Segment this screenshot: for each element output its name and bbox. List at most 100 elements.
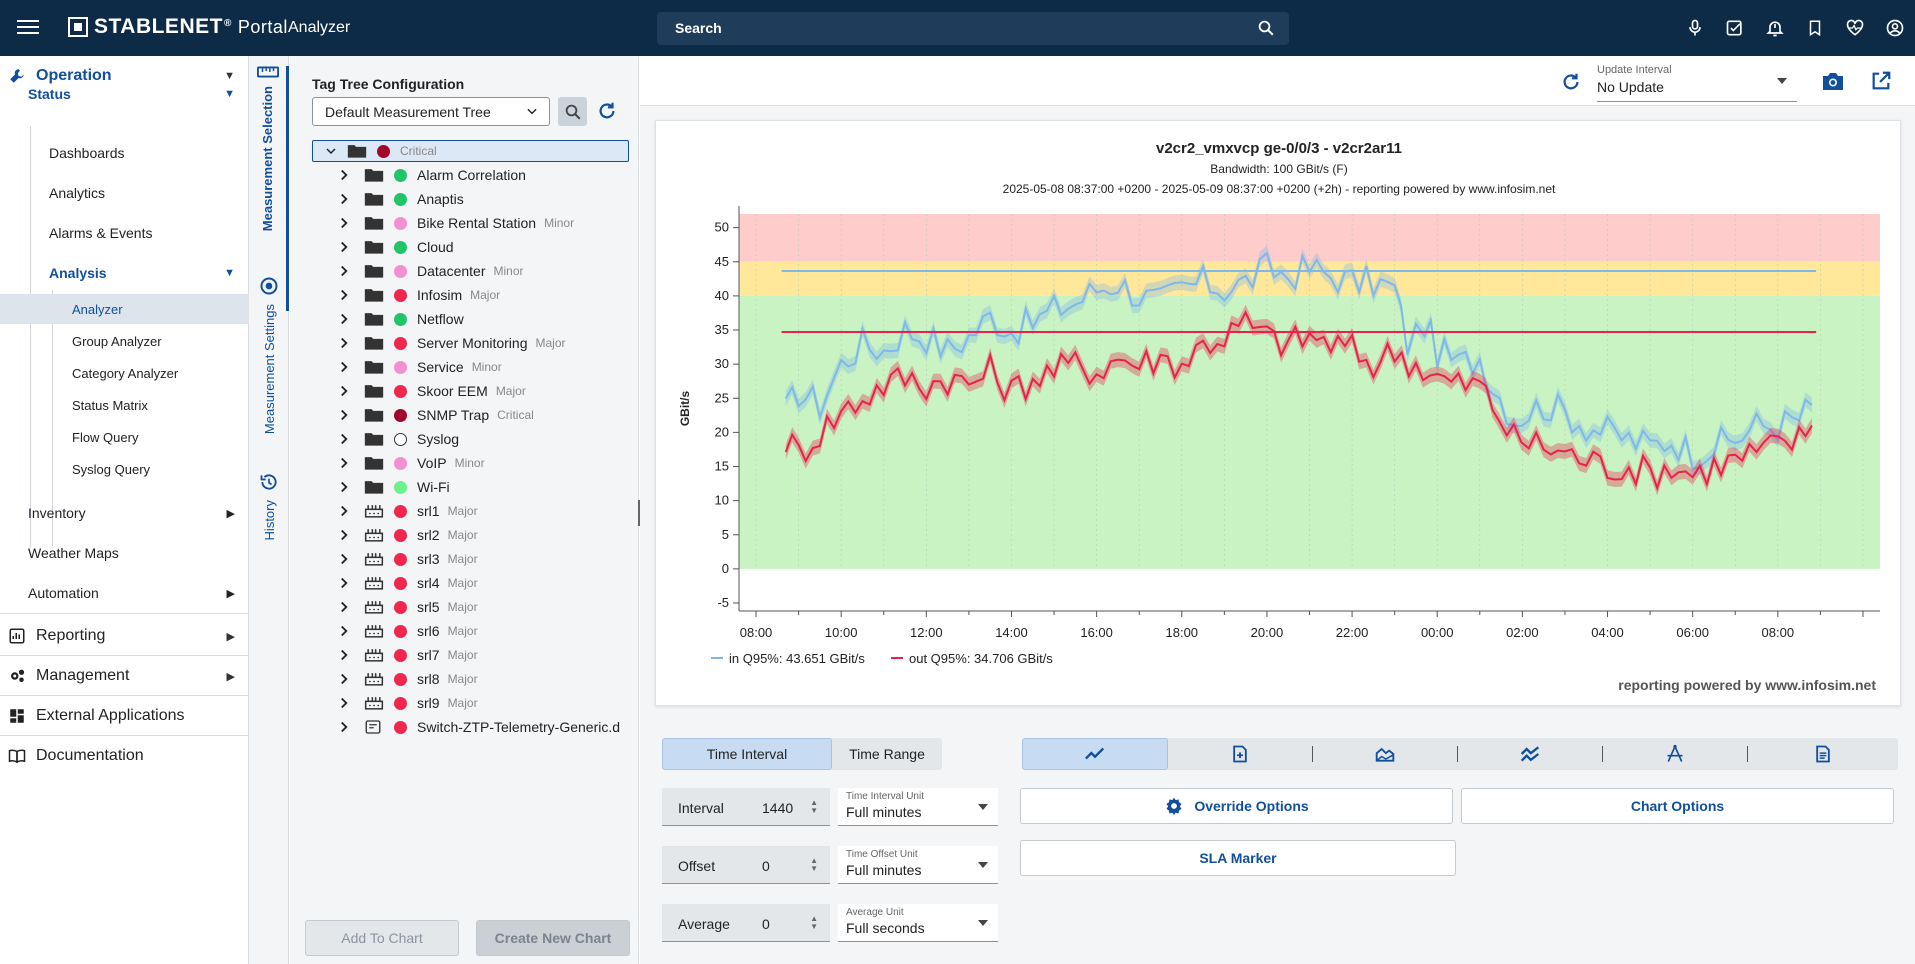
nav-flow-query[interactable]: Flow Query [72, 422, 138, 452]
open-external-icon[interactable] [1870, 70, 1892, 92]
refresh-icon[interactable] [596, 100, 618, 122]
nav-dashboards[interactable]: Dashboards [49, 138, 125, 168]
tree-node[interactable]: srl2 Major [312, 524, 632, 546]
interval-input[interactable]: 1440 ▲ ▼ [752, 788, 830, 826]
stepper-icon[interactable]: ▲ ▼ [810, 856, 818, 873]
nav-external-applications[interactable]: External Applications [0, 696, 249, 736]
caret-right-icon[interactable]: ▶ [226, 587, 235, 600]
tree-node[interactable]: srl3 Major [312, 548, 632, 570]
caret-right-icon[interactable]: ▶ [226, 670, 235, 683]
chevron-right-icon[interactable] [334, 241, 354, 253]
panel-resize-handle[interactable] [638, 500, 640, 526]
stepper-icon[interactable]: ▲ ▼ [810, 798, 818, 815]
caret-down-icon[interactable]: ▼ [224, 88, 235, 100]
chevron-right-icon[interactable] [334, 553, 354, 565]
caret-down-icon[interactable]: ▼ [224, 70, 235, 82]
checked-note-icon[interactable] [1715, 14, 1755, 42]
chevron-right-icon[interactable] [334, 625, 354, 637]
nav-group-analyzer[interactable]: Group Analyzer [72, 326, 162, 356]
alarm-bell-icon[interactable] [1755, 14, 1795, 42]
tree-node[interactable]: Datacenter Minor [312, 260, 632, 282]
nav-status-matrix[interactable]: Status Matrix [72, 390, 148, 420]
area-chart-button[interactable] [1313, 738, 1457, 770]
bandwidth-chart[interactable]: v2cr2_vmxvcp ge-0/0/3 - v2cr2ar11 Bandwid… [656, 121, 1902, 707]
line-chart-button[interactable] [1022, 738, 1168, 770]
add-chart-button[interactable] [1168, 738, 1312, 770]
create-new-chart-button[interactable]: Create New Chart [476, 920, 630, 956]
chevron-right-icon[interactable] [334, 601, 354, 613]
tree-node[interactable]: Wi-Fi [312, 476, 632, 498]
chevron-right-icon[interactable] [334, 697, 354, 709]
tab-measurement-settings[interactable]: Measurement Settings [249, 276, 289, 506]
tree-node[interactable]: srl5 Major [312, 596, 632, 618]
chevron-right-icon[interactable] [334, 505, 354, 517]
nav-syslog-query[interactable]: Syslog Query [72, 454, 150, 484]
tree-node[interactable]: srl9 Major [312, 692, 632, 714]
tree-root-node[interactable]: Critical [312, 140, 629, 162]
nav-inventory[interactable]: Inventory ▶ [28, 498, 249, 528]
chevron-right-icon[interactable] [334, 265, 354, 277]
nav-reporting[interactable]: Reporting ▶ [0, 616, 249, 656]
nav-operation[interactable]: Operation ▼ [0, 56, 249, 96]
tab-measurement-selection[interactable]: Measurement Selection [249, 66, 289, 311]
chevron-right-icon[interactable] [334, 481, 354, 493]
chevron-right-icon[interactable] [334, 457, 354, 469]
override-options-button[interactable]: Override Options [1020, 788, 1453, 824]
user-account-icon[interactable] [1875, 14, 1915, 42]
tree-node[interactable]: srl8 Major [312, 668, 632, 690]
caret-down-icon[interactable]: ▼ [224, 267, 235, 279]
offset-input[interactable]: 0 ▲ ▼ [752, 846, 830, 884]
tree-node[interactable]: VoIP Minor [312, 452, 632, 474]
time-interval-tab[interactable]: Time Interval [662, 738, 832, 770]
chevron-right-icon[interactable] [334, 649, 354, 661]
chevron-right-icon[interactable] [334, 577, 354, 589]
chevron-right-icon[interactable] [334, 433, 354, 445]
tree-node[interactable]: srl1 Major [312, 500, 632, 522]
chevron-right-icon[interactable] [334, 529, 354, 541]
tree-node[interactable]: Syslog [312, 428, 632, 450]
caret-right-icon[interactable]: ▶ [226, 507, 235, 520]
average-unit-select[interactable]: Average Unit Full seconds [838, 904, 998, 942]
multi-line-chart-button[interactable] [1458, 738, 1602, 770]
nav-automation[interactable]: Automation ▶ [28, 578, 249, 608]
update-interval-select[interactable]: Update Interval No Update [1597, 64, 1797, 102]
tree-node[interactable]: Server Monitoring Major [312, 332, 632, 354]
tree-node[interactable]: Netflow [312, 308, 632, 330]
tree-node[interactable]: Cloud [312, 236, 632, 258]
nav-analysis[interactable]: Analysis ▼ [49, 258, 249, 288]
camera-icon[interactable] [1821, 70, 1845, 92]
chevron-right-icon[interactable] [334, 313, 354, 325]
caret-right-icon[interactable]: ▶ [226, 630, 235, 643]
time-range-tab[interactable]: Time Range [832, 738, 942, 770]
tree-node[interactable]: Service Minor [312, 356, 632, 378]
tree-node[interactable]: srl4 Major [312, 572, 632, 594]
scatter-chart-button[interactable] [1603, 738, 1747, 770]
chevron-right-icon[interactable] [334, 289, 354, 301]
tree-node[interactable]: Anaptis [312, 188, 632, 210]
nav-status[interactable]: Status ▼ [28, 79, 249, 109]
nav-management[interactable]: Management ▶ [0, 656, 249, 696]
sla-marker-button[interactable]: SLA Marker [1020, 840, 1456, 876]
chevron-right-icon[interactable] [334, 673, 354, 685]
tree-node[interactable]: Infosim Major [312, 284, 632, 306]
tree-node[interactable]: srl7 Major [312, 644, 632, 666]
add-to-chart-button[interactable]: Add To Chart [305, 920, 459, 956]
chevron-right-icon[interactable] [334, 337, 354, 349]
tree-node[interactable]: Bike Rental Station Minor [312, 212, 632, 234]
tree-node[interactable]: srl6 Major [312, 620, 632, 642]
nav-analyzer[interactable]: Analyzer [72, 294, 123, 324]
tree-node[interactable]: Alarm Correlation [312, 164, 632, 186]
chevron-right-icon[interactable] [334, 217, 354, 229]
search-input[interactable]: Search [657, 12, 1289, 45]
brand-logo[interactable]: STABLENET ® Portal [68, 15, 288, 39]
chevron-right-icon[interactable] [334, 721, 354, 733]
tree-select[interactable]: Default Measurement Tree [312, 97, 550, 126]
chevron-right-icon[interactable] [334, 193, 354, 205]
chart-options-button[interactable]: Chart Options [1461, 788, 1894, 824]
offset-unit-select[interactable]: Time Offset Unit Full minutes [838, 846, 998, 884]
chevron-down-icon[interactable] [321, 145, 341, 157]
tree-node[interactable]: Switch-ZTP-Telemetry-Generic.d [312, 716, 632, 738]
mic-icon[interactable] [1675, 14, 1715, 42]
chevron-right-icon[interactable] [334, 361, 354, 373]
nav-documentation[interactable]: Documentation [0, 736, 249, 776]
